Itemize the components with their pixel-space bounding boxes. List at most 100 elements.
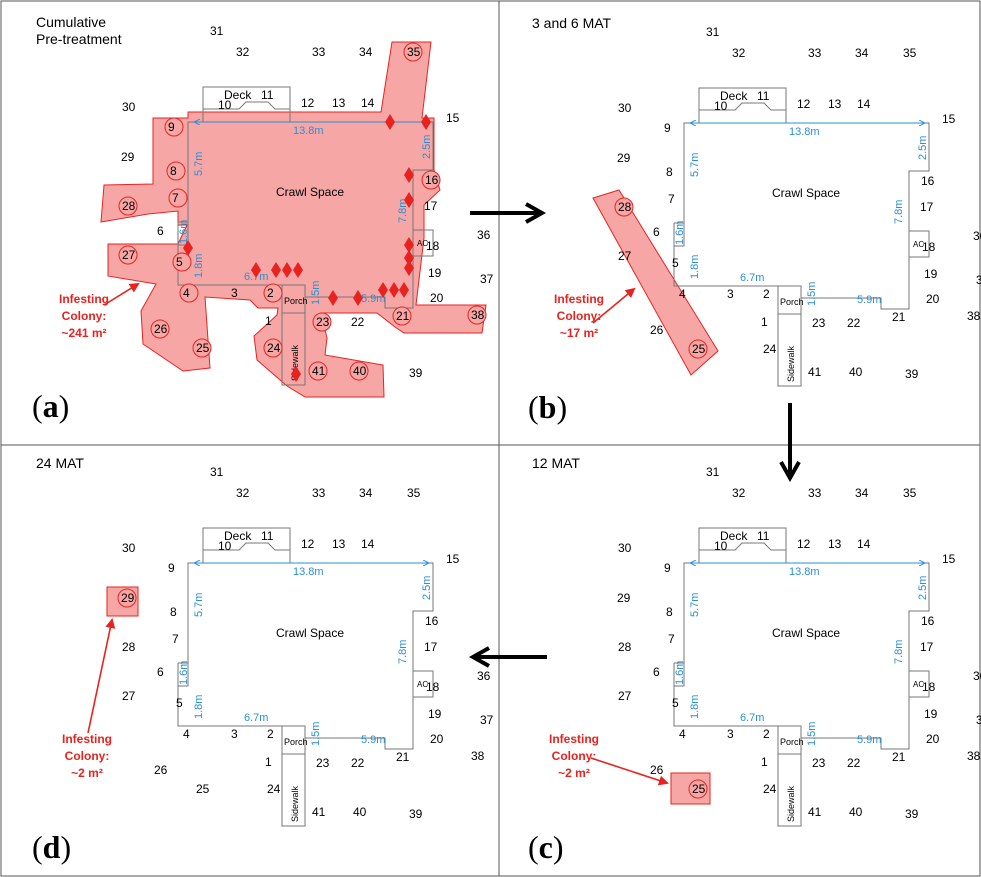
ac-unit [412, 670, 434, 698]
dim-top: 13.8m [789, 126, 820, 138]
station-11: 11 [757, 89, 770, 103]
station-33: 33 [312, 486, 326, 500]
infested-station-marker [392, 306, 412, 326]
station-38: 38 [471, 749, 485, 763]
station-6: 6 [653, 665, 660, 679]
panel-c: Deck Crawl Space Porch AC Sidewalk 13.8m 5.7m 1… [528, 455, 981, 865]
infested-station-marker [150, 319, 170, 339]
station-28: 28 [122, 199, 136, 213]
station-41: 41 [312, 364, 326, 378]
station-9: 9 [168, 561, 175, 575]
station-29: 29 [617, 591, 631, 605]
panel-title: 12 MAT [532, 455, 580, 471]
infested-station-marker [192, 338, 212, 358]
dim-top: 13.8m [293, 125, 324, 137]
station-28: 28 [122, 640, 136, 654]
station-9: 9 [664, 561, 671, 575]
station-17: 17 [920, 200, 934, 214]
letter-char: b [539, 389, 557, 425]
colony-annotation-line: ~2 m² [71, 766, 103, 780]
station-15: 15 [446, 111, 460, 125]
feeding-diamond [404, 250, 414, 266]
station-29: 29 [121, 150, 135, 164]
infested-station-marker [263, 338, 283, 358]
station-18: 18 [922, 240, 936, 254]
station-41: 41 [312, 805, 326, 819]
infested-station-marker [164, 117, 184, 137]
station-10: 10 [714, 99, 728, 113]
station-22: 22 [847, 316, 861, 330]
flow-arrows [470, 213, 790, 657]
station-8: 8 [666, 605, 673, 619]
station-28: 28 [618, 200, 632, 214]
station-16: 16 [921, 614, 935, 628]
station-27: 27 [618, 689, 632, 703]
station-10: 10 [218, 539, 232, 553]
station-7: 7 [172, 191, 179, 205]
panel-a: Deck Crawl Space Porch AC Sidewalk 13.8m 5.7m 1… [32, 14, 494, 424]
infested-station-marker [117, 588, 137, 608]
station-40: 40 [353, 364, 367, 378]
station-1: 1 [265, 755, 272, 769]
station-12: 12 [797, 97, 811, 111]
station-10: 10 [714, 539, 728, 553]
feeding-diamond [183, 240, 193, 256]
infested-station-marker [614, 197, 634, 217]
station-8: 8 [170, 605, 177, 619]
letter-char: c [539, 829, 553, 865]
infested-station-marker [118, 245, 138, 265]
letter-paren-open: ( [528, 389, 539, 425]
station-26: 26 [154, 322, 168, 336]
crawl-space-label: Crawl Space [276, 185, 344, 199]
letter-paren-close: ) [60, 829, 71, 865]
infested-region [100, 41, 487, 398]
panel-letter: (a) [32, 388, 69, 424]
infested-station-marker [421, 170, 441, 190]
station-39: 39 [905, 367, 919, 381]
crawl-space-label: Crawl Space [772, 186, 840, 200]
letter-char: d [43, 829, 61, 865]
dim-left-mid: 1.6m [674, 221, 686, 245]
dim-bottom-right: 5.9m [857, 734, 881, 746]
station-14: 14 [361, 537, 375, 551]
station-32: 32 [236, 486, 250, 500]
deck-label: Deck [224, 529, 252, 543]
colony-pointer-arrow [592, 287, 636, 324]
station-2: 2 [763, 727, 770, 741]
deck-front-line [699, 102, 786, 111]
sidewalk-label: Sidewalk [786, 785, 796, 822]
station-9: 9 [168, 120, 175, 134]
station-5: 5 [176, 255, 183, 269]
feeding-diamond [251, 262, 261, 278]
colony-annotation-line: Colony: [65, 749, 110, 763]
station-13: 13 [332, 537, 346, 551]
station-1: 1 [761, 755, 768, 769]
station-6: 6 [157, 224, 164, 238]
infested-station-marker [688, 779, 708, 799]
station-33: 33 [312, 45, 326, 59]
station-38: 38 [471, 308, 485, 322]
station-12: 12 [301, 96, 315, 110]
ac-label: AC [417, 680, 428, 689]
station-25: 25 [196, 341, 210, 355]
station-1: 1 [761, 315, 768, 329]
station-1: 1 [265, 314, 272, 328]
colony-pointer-arrow [590, 757, 669, 786]
station-3: 3 [727, 727, 734, 741]
station-14: 14 [361, 96, 375, 110]
porch-sidewalk-wall [777, 286, 802, 387]
letter-paren-open: ( [32, 388, 43, 424]
feeding-diamond [282, 262, 292, 278]
crawl-space-label: Crawl Space [772, 626, 840, 640]
infested-station-marker [179, 283, 199, 303]
dim-left-lower: 1.8m [689, 255, 701, 279]
station-17: 17 [920, 640, 934, 654]
colony-annotation-line: Colony: [62, 309, 107, 323]
letter-paren-close: ) [59, 388, 70, 424]
dim-right-lower: 7.8m [893, 200, 905, 224]
station-8: 8 [666, 165, 673, 179]
deck-front-line [203, 542, 290, 551]
station-39: 39 [905, 807, 919, 821]
dim-right-lower: 7.8m [397, 199, 409, 223]
dim-bottom-left: 6.7m [244, 712, 268, 724]
